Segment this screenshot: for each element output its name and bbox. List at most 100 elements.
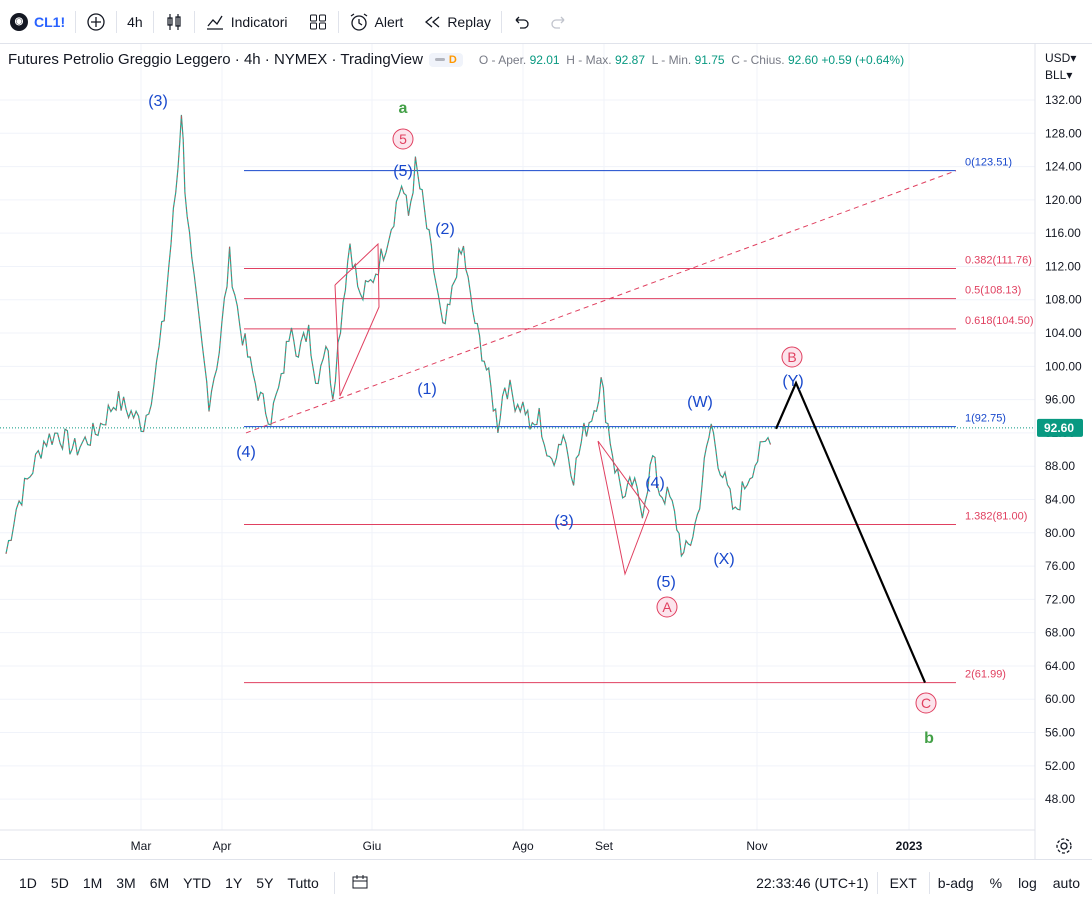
divider	[928, 872, 930, 894]
price-series	[5, 114, 772, 558]
redo-icon	[551, 16, 565, 29]
y-tick-label: 84.00	[1045, 492, 1075, 506]
time-scale: Mar Apr Giu Ago Set Nov 2023	[131, 839, 923, 853]
wave-circle	[781, 346, 803, 368]
y-tick-label: 48.00	[1045, 792, 1075, 806]
y-tick-label: 104.00	[1045, 326, 1082, 340]
price-path-down	[5, 114, 771, 557]
alert-button[interactable]: Alert	[339, 0, 414, 43]
redo-button[interactable]	[540, 0, 578, 43]
ext-hours-toggle[interactable]: EXT	[889, 875, 917, 891]
low-value: 91.75	[694, 52, 725, 67]
wave-label: (Y)	[782, 373, 803, 390]
legend-visibility-pill[interactable]: D	[428, 52, 463, 67]
wave-label: (4)	[645, 475, 665, 492]
chart-grid	[0, 44, 1035, 830]
clock-timezone[interactable]: 22:33:46 (UTC+1)	[756, 875, 869, 891]
range-1d[interactable]: 1D	[19, 875, 37, 891]
price-scale-bg	[1035, 44, 1092, 830]
wave-label: 5	[399, 131, 407, 147]
range-3m[interactable]: 3M	[116, 875, 136, 891]
date-range-button[interactable]	[343, 873, 377, 894]
range-6m[interactable]: 6M	[149, 875, 170, 891]
plus-circle-icon	[87, 12, 105, 31]
compare-button[interactable]	[76, 0, 116, 43]
y-tick-label: 88.00	[1045, 459, 1075, 473]
y-tick-label: 132.00	[1045, 93, 1082, 107]
divider	[152, 10, 154, 33]
log-toggle[interactable]: log	[1018, 875, 1037, 891]
low-label: L - Min.	[651, 52, 692, 67]
y-tick-label: 64.00	[1045, 659, 1075, 673]
toggle-icon	[434, 58, 445, 61]
y-tick-label: 80.00	[1045, 526, 1075, 540]
layouts-button[interactable]	[298, 0, 338, 43]
fib-level-label: 1.382(81.00)	[965, 510, 1027, 522]
y-tick-label: 96.00	[1045, 393, 1075, 407]
wave-label: (2)	[435, 221, 455, 238]
y-tick-label: 100.00	[1045, 359, 1082, 373]
currency-selector[interactable]: USD▾	[1045, 50, 1076, 67]
y-tick-label: 68.00	[1045, 626, 1075, 640]
fib-level-label: 0(123.51)	[965, 157, 1012, 169]
wave-label: C	[921, 695, 931, 711]
currency-label: USD	[1045, 51, 1071, 65]
x-tick-label: Giu	[363, 839, 382, 853]
open-value: 92.01	[529, 52, 560, 67]
price-scale-header: USD▾ BLL▾	[1045, 50, 1076, 84]
wave-label: A	[662, 599, 672, 615]
d-badge: D	[448, 53, 457, 66]
change-value: +0.59 (+0.64%)	[821, 52, 905, 67]
range-5y[interactable]: 5Y	[256, 875, 274, 891]
wave-label: (5)	[656, 574, 676, 591]
indicators-label: Indicatori	[230, 13, 288, 30]
unit-selector[interactable]: BLL▾	[1045, 67, 1076, 84]
alert-label: Alert	[374, 13, 404, 30]
last-price-badge	[1037, 418, 1083, 437]
open-label: O - Aper.	[478, 52, 527, 67]
range-1m[interactable]: 1M	[82, 875, 103, 891]
last-price-label: 92.60	[1044, 421, 1074, 435]
wave-circle	[915, 692, 937, 714]
candles-icon	[167, 13, 181, 30]
x-tick-label: Ago	[512, 839, 534, 853]
close-label: C - Chius.	[731, 52, 785, 67]
range-ytd[interactable]: YTD	[183, 875, 212, 891]
auto-toggle[interactable]: auto	[1052, 875, 1080, 891]
legend-title[interactable]: Futures Petrolio Greggio Leggero · 4h · …	[8, 51, 423, 68]
y-tick-label: 112.00	[1045, 259, 1081, 273]
y-tick-label: 124.00	[1045, 160, 1082, 174]
rewind-icon	[425, 16, 440, 27]
chevron-down-icon: ▾	[1066, 68, 1073, 82]
chart-type-button[interactable]	[154, 0, 194, 43]
gear-icon[interactable]	[1055, 837, 1073, 855]
y-tick-label: 116.00	[1045, 226, 1081, 240]
range-5d[interactable]: 5D	[50, 875, 69, 891]
y-tick-label: 120.00	[1045, 193, 1082, 207]
range-tutto[interactable]: Tutto	[287, 875, 319, 891]
y-tick-label: 60.00	[1045, 692, 1075, 706]
wave-label: (5)	[393, 163, 413, 180]
range-buttons: 1D 5D 1M 3M 6M YTD 1Y 5Y Tutto	[12, 875, 326, 891]
percent-toggle[interactable]: %	[989, 875, 1003, 891]
range-1y[interactable]: 1Y	[225, 875, 243, 891]
channel-drawing	[334, 242, 380, 397]
interval-button[interactable]: 4h	[117, 0, 153, 43]
y-tick-label: 108.00	[1045, 293, 1082, 307]
y-tick-label: 76.00	[1045, 559, 1075, 573]
y-tick-label: 56.00	[1045, 726, 1075, 740]
divider	[876, 872, 878, 894]
wave-circle	[392, 128, 414, 150]
replay-button[interactable]: Replay	[413, 0, 501, 43]
divider	[193, 10, 195, 33]
x-tick-label: Nov	[746, 839, 767, 853]
indicators-button[interactable]: Indicatori	[195, 0, 298, 43]
y-tick-label: 72.00	[1045, 592, 1075, 606]
projection-path	[774, 380, 927, 684]
adjust-toggle[interactable]: b-adg	[937, 875, 974, 891]
undo-button[interactable]	[502, 0, 540, 43]
symbol-button[interactable]: ◉ CL1!	[0, 0, 75, 43]
drawings	[334, 242, 927, 684]
price-chart[interactable]: 132.00 128.00 124.00 120.00 116.00 112.00 108.…	[0, 44, 1092, 860]
divider	[116, 10, 118, 33]
